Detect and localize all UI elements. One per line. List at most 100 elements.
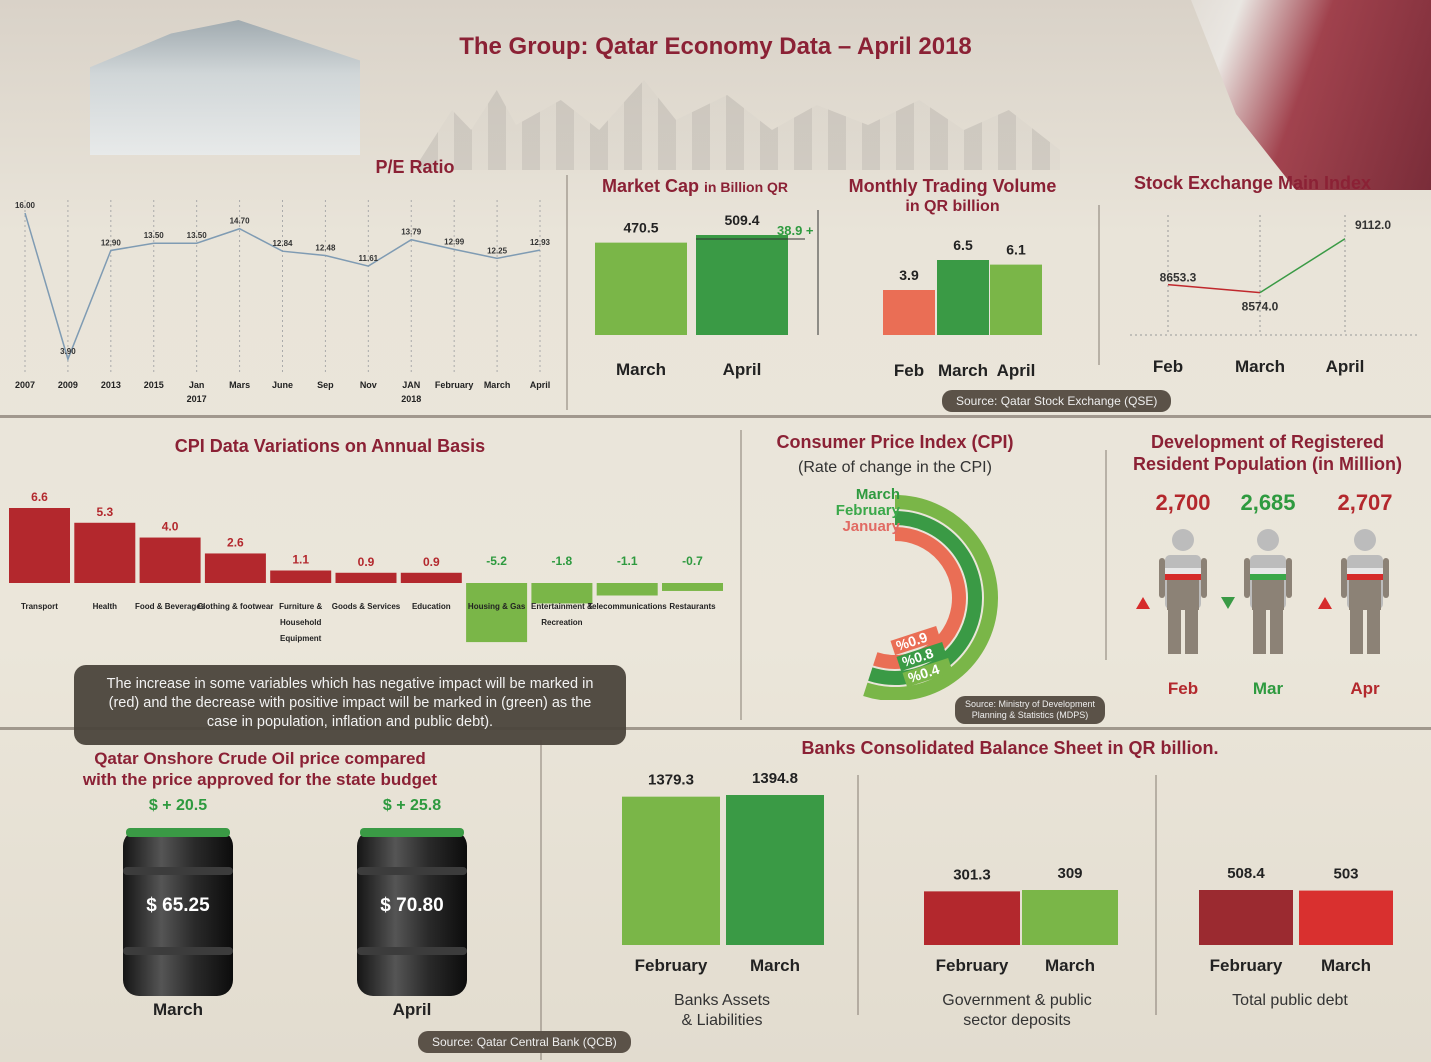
- oil-diff-label: $ + 25.8: [382, 797, 442, 814]
- pe-value-label: 12.84: [272, 239, 293, 248]
- cpi-var-value: -0.7: [682, 554, 703, 568]
- cpi-var-bar: [662, 583, 723, 591]
- source-mdps: Source: Ministry of Development Planning…: [955, 696, 1106, 724]
- cpi-var-tick: Education: [412, 602, 451, 611]
- person-arm: [1244, 558, 1250, 598]
- banks-value: 1379.3: [648, 772, 694, 789]
- banks-category: March: [750, 956, 800, 975]
- index-chart: 8653.3 Feb 8574.0 March 9112.0 April: [1130, 215, 1420, 376]
- banks-category: March: [1321, 956, 1371, 975]
- cpi-var-bar: [335, 572, 397, 583]
- person-band: [1165, 574, 1201, 580]
- pe-tick-label: 2015: [144, 380, 164, 390]
- person-head: [1354, 529, 1376, 551]
- person-arm: [1383, 558, 1389, 598]
- cpi-var-chart: 6.6 Transport 5.3 Health 4.0 Food & Beverages…: [9, 490, 723, 643]
- cpi-var-bar: [596, 583, 658, 596]
- trading-chart: 3.9 Feb 6.5 March 6.1 April: [883, 237, 1042, 380]
- cpi-ring: [863, 495, 998, 700]
- trading-category: Feb: [894, 361, 924, 380]
- cpi-var-value: 1.1: [292, 553, 309, 567]
- pe-tick-label: JAN: [402, 380, 420, 390]
- banks-bar: [1022, 890, 1118, 945]
- pe-value-label: 11.61: [359, 254, 379, 263]
- banks-group-name: sector deposits: [963, 1012, 1071, 1029]
- cpi-var-tick: Furniture &: [279, 602, 322, 611]
- trend-arrow: [1318, 597, 1332, 609]
- person-leg: [1270, 610, 1283, 654]
- barrel-ring: [123, 867, 233, 875]
- population-month: Apr: [1350, 679, 1380, 698]
- source-mdps-line1: Source: Ministry of Development: [965, 699, 1096, 709]
- person-arm: [1159, 558, 1165, 598]
- divider-cpi: [740, 430, 742, 720]
- divider-banks-2: [1155, 775, 1157, 1015]
- pe-value-label: 14.70: [230, 217, 251, 226]
- trading-bar: [990, 264, 1042, 335]
- cpi-var-value: -1.8: [552, 554, 573, 568]
- barrel-lid: [360, 828, 464, 837]
- divider-pop: [1105, 450, 1107, 660]
- oil-price-value: $ 70.80: [380, 895, 443, 916]
- pe-value-label: 3.90: [60, 347, 76, 356]
- market-cap-title-unit: in Billion QR: [704, 179, 789, 195]
- pe-value-label: 12.48: [315, 244, 336, 253]
- pe-value-label: 12.93: [530, 238, 551, 247]
- banks-group-name: Banks Assets: [674, 992, 770, 1009]
- oil-barrel-icon: $ 65.25: [123, 828, 233, 996]
- cpi-var-bar: [74, 522, 136, 583]
- pe-value-label: 13.50: [144, 231, 165, 240]
- cpi-legend: March: [856, 486, 900, 503]
- pe-tick-label: 2017: [187, 394, 207, 404]
- pe-tick-label: 2009: [58, 380, 78, 390]
- pe-value-label: 13.79: [401, 228, 422, 237]
- market-cap-category: March: [616, 360, 666, 379]
- cpi-var-tick: Household: [280, 618, 321, 627]
- cpi-value-bg: [896, 641, 947, 672]
- trading-bar: [937, 260, 989, 335]
- banks-title: Banks Consolidated Balance Sheet in QR b…: [801, 738, 1219, 758]
- pe-tick-label: Jan: [189, 380, 205, 390]
- pe-tick-label: 2013: [101, 380, 121, 390]
- index-value: 8653.3: [1160, 271, 1197, 285]
- banks-group-name: Government & public: [942, 992, 1091, 1009]
- person-arm: [1286, 558, 1292, 598]
- market-cap-bar: [696, 235, 788, 335]
- market-cap-title-main: Market Cap: [601, 176, 699, 196]
- cpi-var-tick: Goods & Services: [332, 602, 401, 611]
- person-leg: [1168, 610, 1181, 654]
- oil-price-value: $ 65.25: [146, 895, 210, 916]
- index-value: 9112.0: [1355, 218, 1391, 232]
- cpi-var-bar: [400, 572, 462, 583]
- person-icon: [1159, 529, 1207, 654]
- person-leg: [1350, 610, 1363, 654]
- trading-category: April: [997, 361, 1036, 380]
- market-cap-value: 509.4: [724, 212, 759, 228]
- population-month: Feb: [1167, 679, 1199, 698]
- cpi-var-bar: [531, 583, 593, 604]
- banks-group-name: & Liabilities: [682, 1012, 763, 1029]
- oil-barrel-icon: $ 70.80: [357, 828, 467, 996]
- person-band: [1250, 574, 1286, 580]
- cpi-var-tick: Housing & Gas: [468, 602, 526, 611]
- person-arm: [1201, 558, 1207, 598]
- barrel-lid: [126, 828, 230, 837]
- banks-value: 508.4: [1227, 865, 1265, 882]
- pe-value-label: 13.50: [187, 231, 208, 240]
- index-segment-down: [1167, 283, 1261, 294]
- cpi-var-value: 4.0: [162, 520, 179, 534]
- index-title: Stock Exchange Main Index: [1133, 173, 1372, 193]
- barrel-ring: [123, 947, 233, 955]
- oil-month: April: [392, 1000, 432, 1019]
- triangle-up-icon: [1318, 597, 1332, 609]
- trading-value: 3.9: [899, 267, 919, 283]
- divider-top: [0, 415, 1431, 418]
- banks-bar: [622, 796, 720, 945]
- person-band: [1347, 574, 1383, 580]
- person-lower: [1167, 576, 1199, 610]
- cpi-var-tick: Restaurants: [669, 602, 716, 611]
- trading-value: 6.1: [1006, 242, 1026, 258]
- cpi-var-tick: Health: [93, 602, 118, 611]
- trend-arrow: [1221, 597, 1235, 609]
